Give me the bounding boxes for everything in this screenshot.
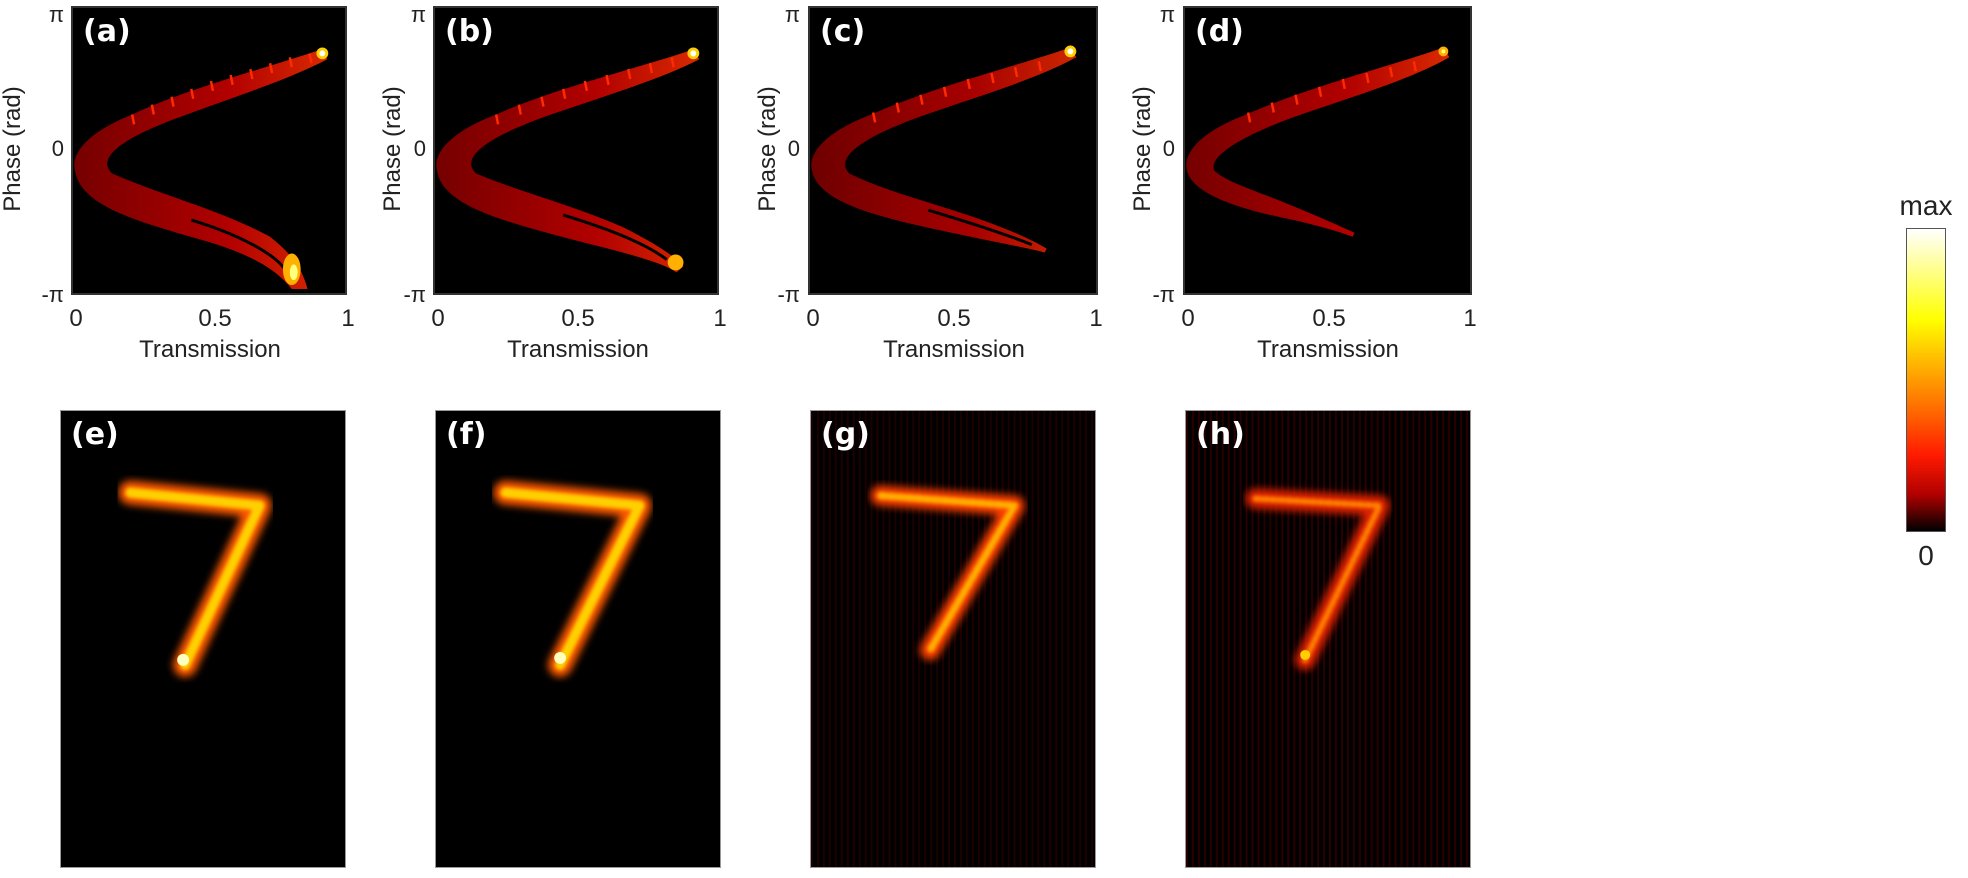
- panel-label-f: (f): [446, 417, 487, 452]
- x-axis-label: Transmission: [883, 336, 1025, 363]
- xtick-0.5: 0.5: [937, 305, 971, 332]
- xtick-0.5: 0.5: [1312, 305, 1346, 332]
- ytick-zero: 0: [787, 136, 800, 161]
- colorbar: [1906, 228, 1946, 532]
- heatmap-c: [811, 45, 1077, 253]
- digit-seven-h: [1186, 411, 1470, 867]
- heatmap-b: [436, 47, 700, 273]
- xtick-0.5: 0.5: [198, 305, 232, 332]
- digit-seven-f: [493, 480, 652, 677]
- panel-label-b: (b): [445, 14, 494, 49]
- xtick-0.5: 0.5: [561, 305, 595, 332]
- ytick-neg-pi: -π: [403, 282, 426, 307]
- image-h: (h): [1185, 410, 1471, 868]
- y-axis-label: Phase (rad): [754, 86, 781, 212]
- image-e: (e): [60, 410, 346, 868]
- xtick-1: 1: [1463, 305, 1477, 332]
- panel-label-h: (h): [1196, 417, 1245, 452]
- ytick-neg-pi: -π: [41, 282, 64, 307]
- panel-label-d: (d): [1195, 14, 1244, 49]
- ytick-pi: π: [48, 2, 64, 27]
- xtick-0: 0: [431, 305, 445, 332]
- image-f: (f): [435, 410, 721, 868]
- panel-label-e: (e): [71, 417, 119, 452]
- x-axis-label: Transmission: [507, 336, 649, 363]
- colorbar-min-label: 0: [1918, 540, 1934, 571]
- y-axis-label: Phase (rad): [379, 86, 406, 212]
- panel-label-a: (a): [83, 14, 131, 49]
- panel-label-c: (c): [820, 14, 866, 49]
- ytick-zero: 0: [51, 136, 64, 161]
- heatmap-a: [74, 47, 329, 290]
- y-axis-label: Phase (rad): [0, 86, 26, 212]
- ytick-pi: π: [410, 2, 426, 27]
- xtick-1: 1: [341, 305, 355, 332]
- colorbar-max-label: max: [1899, 190, 1953, 221]
- heatmap-d: [1186, 46, 1450, 237]
- xtick-0: 0: [1181, 305, 1195, 332]
- xtick-1: 1: [713, 305, 727, 332]
- ytick-zero: 0: [413, 136, 426, 161]
- x-axis-label: Transmission: [1257, 336, 1399, 363]
- xtick-1: 1: [1089, 305, 1103, 332]
- xtick-0: 0: [806, 305, 820, 332]
- heatmap-axes-a: (a): [71, 6, 347, 295]
- heatmap-axes-d: (d): [1183, 6, 1472, 295]
- ytick-zero: 0: [1162, 136, 1175, 161]
- ytick-pi: π: [1159, 2, 1175, 27]
- y-axis-label: Phase (rad): [1129, 86, 1156, 212]
- heatmap-axes-b: (b): [433, 6, 719, 295]
- ytick-neg-pi: -π: [777, 282, 800, 307]
- xtick-0: 0: [69, 305, 83, 332]
- panel-label-g: (g): [821, 417, 870, 452]
- digit-seven-g: [811, 411, 1095, 867]
- ytick-neg-pi: -π: [1152, 282, 1175, 307]
- digit-seven-e: [118, 480, 272, 677]
- x-axis-label: Transmission: [139, 336, 281, 363]
- ytick-pi: π: [784, 2, 800, 27]
- heatmap-axes-c: (c): [808, 6, 1098, 295]
- image-g: (g): [810, 410, 1096, 868]
